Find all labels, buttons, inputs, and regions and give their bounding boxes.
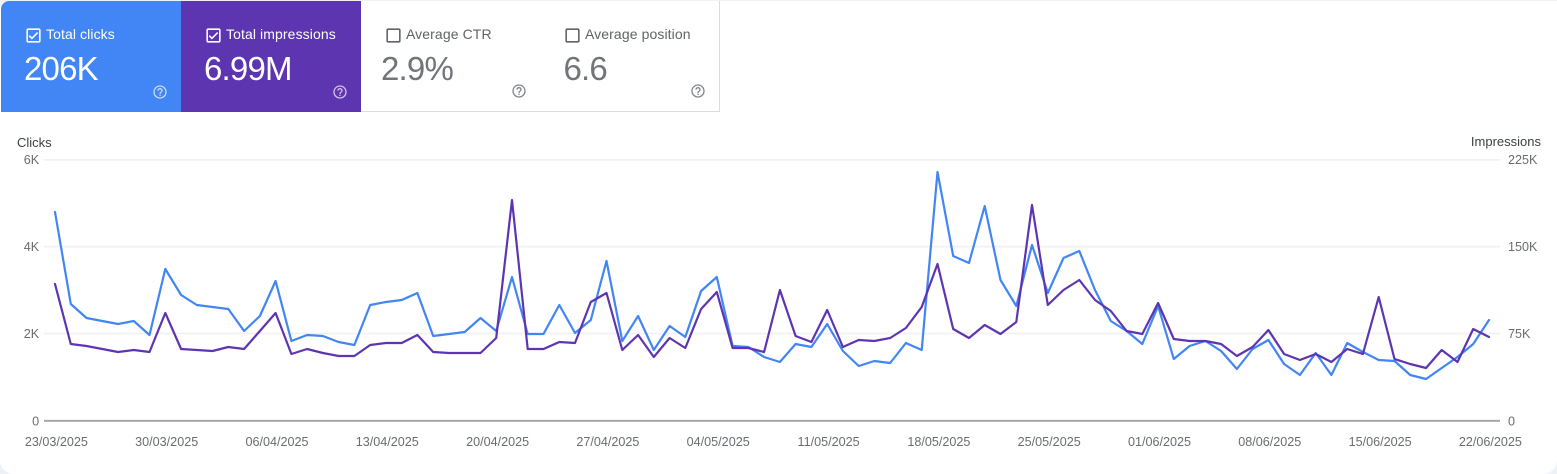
svg-text:6K: 6K [24, 153, 40, 167]
svg-text:Impressions: Impressions [1471, 134, 1542, 149]
svg-text:75K: 75K [1508, 327, 1531, 341]
svg-text:18/05/2025: 18/05/2025 [907, 435, 970, 449]
svg-text:13/04/2025: 13/04/2025 [356, 435, 419, 449]
svg-text:Clicks: Clicks [17, 135, 52, 150]
svg-text:08/06/2025: 08/06/2025 [1238, 435, 1301, 449]
svg-text:15/06/2025: 15/06/2025 [1349, 435, 1412, 449]
svg-text:20/04/2025: 20/04/2025 [466, 435, 529, 449]
svg-text:11/05/2025: 11/05/2025 [798, 435, 860, 449]
svg-text:22/06/2025: 22/06/2025 [1459, 435, 1522, 449]
svg-text:2K: 2K [24, 327, 40, 341]
svg-text:0: 0 [1508, 415, 1515, 429]
svg-text:25/05/2025: 25/05/2025 [1018, 435, 1081, 449]
svg-text:27/04/2025: 27/04/2025 [576, 435, 639, 449]
svg-text:30/03/2025: 30/03/2025 [135, 435, 198, 449]
svg-text:04/05/2025: 04/05/2025 [687, 435, 750, 449]
svg-text:01/06/2025: 01/06/2025 [1128, 435, 1191, 449]
svg-text:4K: 4K [24, 240, 40, 254]
svg-text:0: 0 [32, 415, 39, 429]
svg-text:23/03/2025: 23/03/2025 [25, 435, 88, 449]
svg-text:225K: 225K [1508, 153, 1538, 167]
svg-text:06/04/2025: 06/04/2025 [245, 435, 308, 449]
svg-text:150K: 150K [1508, 240, 1538, 254]
